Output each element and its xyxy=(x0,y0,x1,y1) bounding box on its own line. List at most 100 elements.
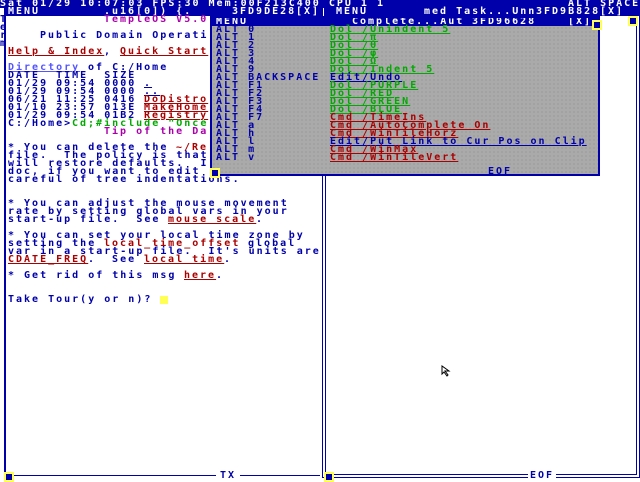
term-label: T xyxy=(0,14,9,25)
shortcut-key: ALT 1 xyxy=(216,32,257,43)
right-close-button[interactable]: [X] xyxy=(600,6,625,17)
left-window-id: 3FD9DE28 xyxy=(232,6,297,17)
mouse-scale-link[interactable]: mouse scale xyxy=(168,214,257,225)
term-label: e xyxy=(0,22,9,33)
right-window xyxy=(322,8,640,478)
file-row: 01/29 09:54 01B2 xyxy=(8,110,137,121)
shortcut-command[interactable]: Dol /RED xyxy=(330,88,395,99)
tip-text: var in a start-up file. It's units are xyxy=(8,246,321,257)
file-link[interactable]: DoDistro xyxy=(144,94,209,105)
left-title-bar[interactable] xyxy=(4,8,322,16)
tip-text: start-up file. See xyxy=(8,214,169,225)
tip-heading: Tip of the Da xyxy=(104,126,209,137)
comma: , xyxy=(104,46,113,57)
local-time-link[interactable]: local time xyxy=(144,254,225,265)
shortcut-key: ALT l xyxy=(216,136,257,147)
tip-text: will restore defaults. I xyxy=(8,158,209,169)
shortcut-command[interactable]: Edit/Undo xyxy=(330,72,403,83)
tip-text: global xyxy=(240,238,297,249)
tip-text: * You can delete the xyxy=(8,142,177,153)
shortcut-command[interactable]: Cmd /TimeIns xyxy=(330,112,427,123)
file-link[interactable]: Registry xyxy=(144,110,209,121)
cdate-freq-link[interactable]: CDATE_FREQ xyxy=(8,254,89,265)
tip-text: * You can set your local time zone by xyxy=(8,230,305,241)
shortcut-command[interactable]: Cmd /WinMax xyxy=(330,144,419,155)
left-close-button[interactable]: [X] xyxy=(296,6,321,17)
file-link[interactable]: . xyxy=(144,78,153,89)
directory-link[interactable]: Directory xyxy=(8,62,81,73)
popup-close-button[interactable]: [X] xyxy=(568,16,593,27)
file-link[interactable]: .. xyxy=(144,86,161,97)
shortcut-command[interactable]: Dol /θ xyxy=(330,40,379,51)
shell-prompt: C:/Home> xyxy=(8,118,73,129)
tip-text: * You can adjust the mouse movement xyxy=(8,198,289,209)
tip-path: ~/Re xyxy=(176,142,209,153)
quick-start-link[interactable]: Quick Start xyxy=(120,46,209,57)
shortcut-key: ALT v xyxy=(216,152,257,163)
shortcut-key: ALT 4 xyxy=(216,56,257,67)
file-row: 01/29 09:54 0000 xyxy=(8,86,137,97)
right-footer: EOF xyxy=(528,470,557,481)
left-menu-button[interactable]: MENU xyxy=(8,6,41,17)
tip-text: doc, if you want to edit xyxy=(8,166,201,177)
tip-text: rate by setting global vars in your xyxy=(8,206,289,217)
shortcut-command[interactable]: Dol /Unindent 5 xyxy=(330,24,451,35)
tip-text: setting the xyxy=(8,238,105,249)
status-text: Sat 01/29 10:07:03 FPS:30 Mem:00F213C400… xyxy=(0,0,385,9)
term-label: m xyxy=(0,38,9,49)
shortcut-command[interactable]: Dol /BLUE xyxy=(330,104,403,115)
shortcut-key: ALT F1 xyxy=(216,80,265,91)
right-window-title: med Task...Unn xyxy=(424,6,537,17)
popup-menu-button[interactable]: MENU xyxy=(216,16,249,27)
popup-footer: EOF xyxy=(488,166,513,176)
help-index-link[interactable]: Help & Index xyxy=(8,46,105,57)
shortcut-command[interactable]: Edit/Put Link to Cur Pos on Clip xyxy=(330,136,587,147)
left-footer: TX xyxy=(216,471,241,481)
dir-header: DATE TIME SIZE xyxy=(8,70,137,81)
file-link[interactable]: MakeHome xyxy=(144,102,209,113)
left-window-title: .u16[0]) {. xyxy=(104,6,193,17)
shortcut-command[interactable]: Dol /φ xyxy=(330,48,379,59)
file-row: 06/21 11:25 0416 xyxy=(8,94,137,105)
mouse-pointer-icon xyxy=(441,365,451,377)
shortcut-key: ALT 3 xyxy=(216,48,257,59)
shortcut-key: ALT 2 xyxy=(216,40,257,51)
right-menu-button[interactable]: MENU xyxy=(336,6,369,17)
popup-title: Complete...Aut xyxy=(352,16,465,27)
alt-space-hint: ALT SPACE xyxy=(568,0,640,9)
shortcut-command[interactable]: Dol /Ω xyxy=(330,56,379,67)
shortcut-command[interactable]: Dol /GREEN xyxy=(330,96,411,107)
resize-handle[interactable] xyxy=(324,472,334,482)
shortcut-command[interactable]: Dol /π xyxy=(330,32,379,43)
os-subtitle: Public Domain Operati xyxy=(40,30,209,41)
tip-text: * Get rid of this msg xyxy=(8,270,185,281)
shortcut-command[interactable]: Dol /Indent 5 xyxy=(330,64,435,75)
shell-command: Cd;#include "Once xyxy=(72,118,209,129)
tip-text: . xyxy=(224,254,233,265)
shortcut-command[interactable]: Cmd /AutoComplete On xyxy=(330,120,491,131)
shortcut-command[interactable]: Dol /PURPLE xyxy=(330,80,419,91)
here-link[interactable]: here xyxy=(184,270,217,281)
file-row: 01/29 09:54 0000 xyxy=(8,78,137,89)
popup-id: 3FD96628 xyxy=(472,16,537,27)
tip-text: careful of tree indentations. xyxy=(8,174,241,185)
os-title: TempleOS V5.0 xyxy=(104,14,209,25)
right-window-id: 3FD9B828 xyxy=(536,6,601,17)
file-row: 01/10 23:57 013E xyxy=(8,102,137,113)
right-title-bar[interactable] xyxy=(324,8,640,16)
local-time-offset: local_time_offset xyxy=(104,238,241,249)
resize-handle[interactable] xyxy=(4,472,14,482)
shortcut-command[interactable]: Cmd /WinTileHorz xyxy=(330,128,459,139)
popup-title-bar[interactable] xyxy=(212,18,598,26)
shortcut-key: ALT F3 xyxy=(216,96,265,107)
left-window xyxy=(4,8,322,478)
tour-prompt: Take Tour(y or n)? xyxy=(8,294,161,305)
resize-handle[interactable] xyxy=(210,168,220,178)
resize-handle[interactable] xyxy=(628,16,638,26)
shortcut-command[interactable]: Cmd /WinTileVert xyxy=(330,152,459,163)
tip-text: . See xyxy=(88,254,145,265)
directory-path: of C:/Home xyxy=(80,62,169,73)
shortcut-key: ALT F2 xyxy=(216,88,265,99)
resize-handle[interactable] xyxy=(592,20,602,30)
shortcut-key: ALT F7 xyxy=(216,112,265,123)
